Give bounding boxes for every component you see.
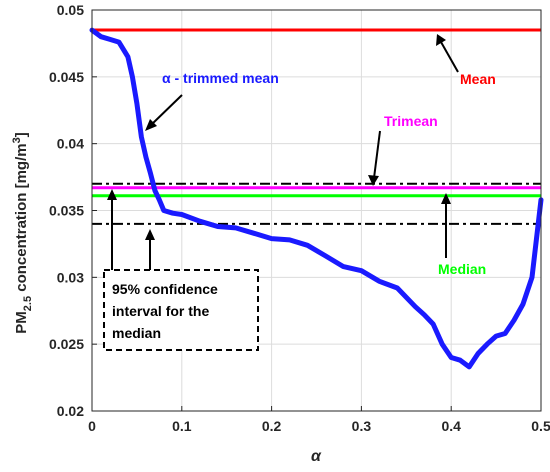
- annotation-trimmed-mean: α - trimmed mean: [162, 70, 279, 86]
- y-tick-label: 0.04: [57, 136, 84, 152]
- y-tick-label: 0.025: [49, 336, 84, 352]
- x-tick-label: 0.3: [352, 418, 372, 434]
- annotation-median: Median: [438, 261, 486, 277]
- y-tick-label: 0.03: [57, 269, 84, 285]
- ci-annotation-line-3: median: [112, 325, 161, 341]
- x-tick-label: 0.1: [172, 418, 192, 434]
- y-axis-label-sub: 2.5: [22, 296, 34, 311]
- y-tick-label: 0.045: [49, 69, 84, 85]
- y-tick-label: 0.02: [57, 403, 84, 419]
- x-tick-label: 0.4: [441, 418, 461, 434]
- x-tick-label: 0: [88, 418, 96, 434]
- y-axis-label-main: PM: [13, 311, 30, 334]
- y-tick-label: 0.05: [57, 2, 84, 18]
- x-axis-label: α: [311, 448, 322, 465]
- y-tick-label: 0.035: [49, 203, 84, 219]
- x-tick-label: 0.2: [262, 418, 282, 434]
- x-tick-label: 0.5: [531, 418, 550, 434]
- ci-annotation-line-1: 95% confidence: [112, 281, 218, 297]
- annotation-mean: Mean: [460, 71, 496, 87]
- annotation-trimean: Trimean: [384, 113, 438, 129]
- y-axis-label-rest: concentration [mg/m: [13, 143, 30, 296]
- y-axis-label-end: ]: [13, 132, 30, 137]
- ci-annotation-line-2: interval for the: [112, 303, 209, 319]
